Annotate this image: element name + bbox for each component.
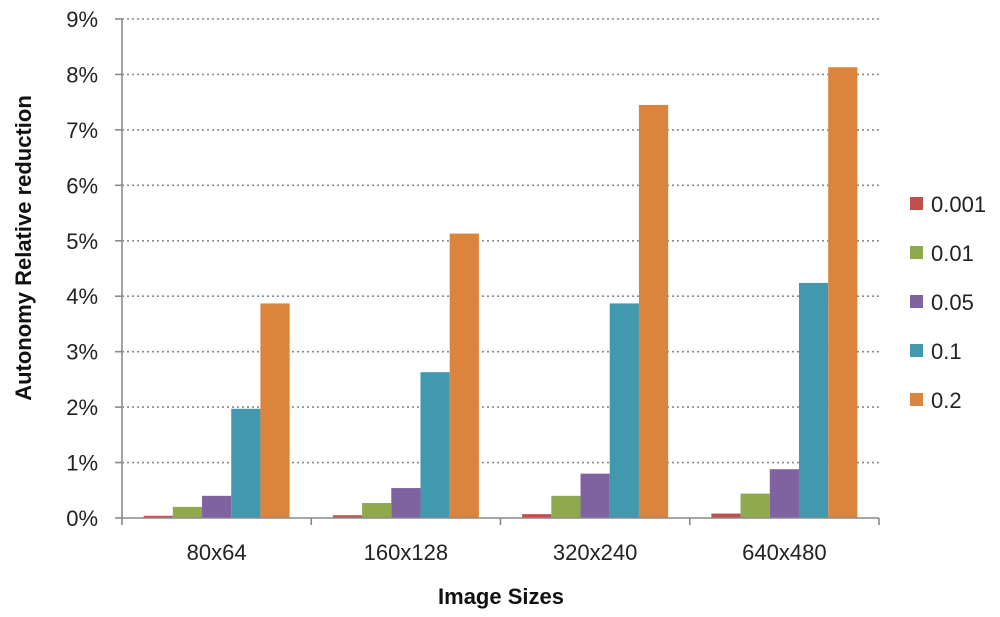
y-tick-labels: 0% 1% 2% 3% 4% 5% 6% 7% 8% 9% bbox=[66, 7, 98, 531]
x-tick-label: 320x240 bbox=[553, 540, 637, 565]
bar-0.2-320x240 bbox=[638, 104, 669, 518]
y-tick-label: 1% bbox=[66, 451, 98, 476]
bar-0.05-160x128 bbox=[391, 488, 421, 518]
legend-swatch bbox=[910, 344, 923, 357]
bar-0.01-80x64 bbox=[172, 506, 203, 518]
bars bbox=[143, 67, 858, 518]
legend-swatch bbox=[910, 393, 923, 406]
axes bbox=[115, 18, 880, 525]
y-tick-label: 2% bbox=[66, 395, 98, 420]
bar-0.01-160x128 bbox=[362, 503, 392, 518]
legend-label: 0.01 bbox=[931, 241, 974, 266]
y-axis-title: Autonomy Relative reduction bbox=[11, 95, 36, 401]
bar-0.2-640x480 bbox=[828, 67, 858, 518]
bar-0.2-160x128 bbox=[449, 233, 479, 518]
y-tick-label: 3% bbox=[66, 340, 98, 365]
bar-0.001-160x128 bbox=[332, 515, 363, 518]
y-tick-label: 9% bbox=[66, 7, 98, 32]
legend-label: 0.2 bbox=[931, 388, 962, 413]
legend-label: 0.001 bbox=[931, 192, 986, 217]
y-tick-label: 7% bbox=[66, 118, 98, 143]
y-tick-label: 5% bbox=[66, 229, 98, 254]
gridlines bbox=[122, 18, 879, 464]
bar-0.1-160x128 bbox=[420, 372, 450, 518]
y-tick-label: 4% bbox=[66, 284, 98, 309]
bar-0.01-320x240 bbox=[551, 495, 581, 518]
legend: 0.001 0.01 0.05 0.1 0.2 bbox=[910, 192, 986, 413]
bar-0.001-80x64 bbox=[143, 515, 173, 518]
legend-swatch bbox=[910, 197, 923, 210]
y-tick-label: 6% bbox=[66, 173, 98, 198]
x-tick-label: 160x128 bbox=[364, 540, 448, 565]
legend-label: 0.1 bbox=[931, 339, 962, 364]
x-tick-labels: 80x64 160x128 320x240 640x480 bbox=[187, 540, 827, 565]
bar-0.001-320x240 bbox=[522, 514, 552, 518]
bar-0.05-80x64 bbox=[202, 495, 232, 518]
bar-0.1-80x64 bbox=[231, 408, 261, 518]
bar-0.01-640x480 bbox=[740, 493, 770, 518]
legend-swatch bbox=[910, 295, 923, 308]
y-tick-label: 8% bbox=[66, 62, 98, 87]
x-tick-label: 80x64 bbox=[187, 540, 247, 565]
bar-0.05-320x240 bbox=[580, 473, 610, 518]
legend-label: 0.05 bbox=[931, 290, 974, 315]
bar-0.2-80x64 bbox=[260, 303, 290, 518]
bar-0.001-640x480 bbox=[711, 513, 741, 518]
y-tick-label: 0% bbox=[66, 506, 98, 531]
x-axis-title: Image Sizes bbox=[438, 584, 564, 609]
legend-swatch bbox=[910, 246, 923, 259]
bar-0.1-320x240 bbox=[609, 303, 639, 518]
bar-0.05-640x480 bbox=[769, 469, 799, 518]
bar-0.1-640x480 bbox=[798, 282, 829, 518]
x-tick-label: 640x480 bbox=[742, 540, 826, 565]
